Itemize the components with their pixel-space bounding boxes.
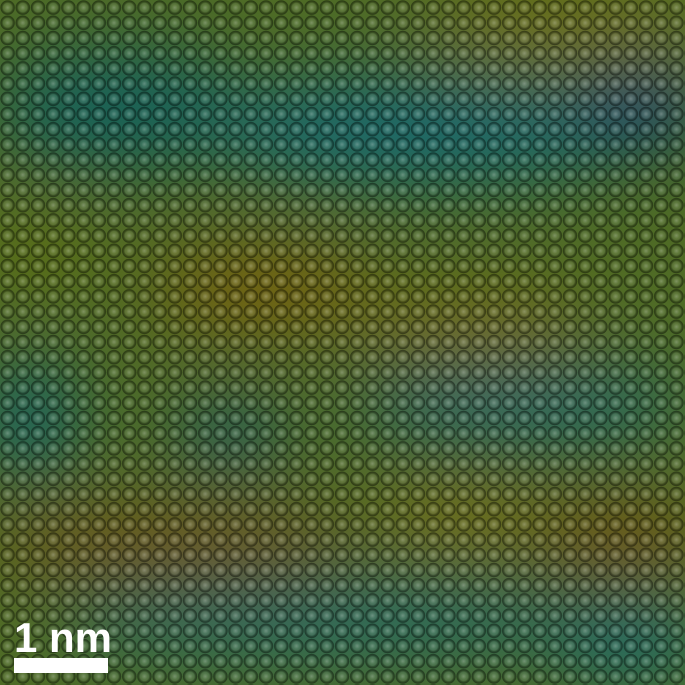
scale-bar: 1 nm — [14, 614, 112, 673]
scale-bar-label: 1 nm — [14, 614, 112, 661]
scale-bar-line — [14, 658, 108, 673]
